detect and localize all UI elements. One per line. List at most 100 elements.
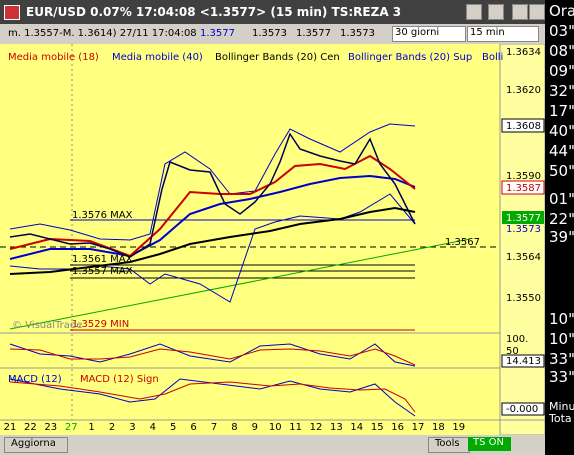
side-item: 50": [549, 162, 574, 180]
price-tick: 1.3634: [506, 47, 541, 58]
period-select[interactable]: 30 giorni: [392, 26, 466, 42]
price-axis-panel: [499, 44, 545, 435]
macd-label: MACD (12): [8, 374, 62, 385]
stoch-tick: 50: [506, 346, 519, 357]
price-tick: 1.3573: [506, 224, 541, 235]
x-tick-label: 4: [150, 422, 156, 433]
moving-average-40: [9, 174, 416, 260]
x-tick-label: 6: [190, 422, 196, 433]
current-price-box: [502, 211, 544, 224]
side-item: Tota: [549, 412, 572, 425]
bottom-bar: Aggiorna Tools TS ON: [0, 435, 545, 455]
annotation-max: 1.3561 MAX: [72, 254, 133, 265]
x-tick-label: 1: [88, 422, 94, 433]
x-tick-label: 15: [371, 422, 384, 433]
window-title: EUR/USD 0.07% 17:04:08 <1.3577> (15 min)…: [26, 5, 402, 19]
range-text: m. 1.3557-M. 1.3614) 27/11 17:04:08: [8, 28, 197, 39]
x-tick-label: 8: [231, 422, 237, 433]
interval-select[interactable]: 15 min: [467, 26, 539, 42]
price-tick: 1.3564: [506, 252, 541, 263]
info-bar: m. 1.3557-M. 1.3614) 27/11 17:04:08 1.35…: [0, 24, 545, 44]
stochastic-k: [9, 343, 416, 367]
chart-area: Media mobile (18) Media mobile (40) Boll…: [0, 44, 545, 435]
x-tick-label: 27: [65, 422, 78, 433]
side-item: 33": [549, 350, 574, 368]
x-tick-label: 13: [330, 422, 343, 433]
x-tick-label: 21: [4, 422, 17, 433]
bollinger-center: [9, 206, 416, 275]
x-tick-label: 19: [452, 422, 465, 433]
legend-ma18: Media mobile (18): [8, 52, 99, 63]
current-price: 1.3577: [506, 213, 541, 224]
x-tick-label: 22: [24, 422, 37, 433]
side-item: 08": [549, 42, 574, 60]
low-price: 1.3573: [340, 28, 375, 39]
trend-line: [9, 238, 471, 330]
stoch-tick: 100.: [506, 334, 528, 345]
side-item: 40": [549, 122, 574, 140]
side-item: 03": [549, 22, 574, 40]
side-item: 09": [549, 62, 574, 80]
price-box: [501, 180, 545, 195]
x-tick-label: 16: [391, 422, 404, 433]
x-tick-label: 5: [170, 422, 176, 433]
watermark: © VisualTrade: [12, 320, 82, 331]
legend-bb-sup: Bollinger Bands (20) Sup: [348, 52, 472, 63]
open-price: 1.3573: [252, 28, 287, 39]
app-icon: [4, 5, 20, 20]
annotation-min: 1.3529 MIN: [72, 319, 129, 330]
price-bars: [9, 132, 416, 258]
legend-ma40: Media mobile (40): [112, 52, 203, 63]
maximize-button[interactable]: [488, 4, 504, 20]
x-tick-label: 11: [289, 422, 302, 433]
legend-bb-center: Bollinger Bands (20) Cen: [215, 52, 340, 63]
refresh-button[interactable]: Aggiorna: [4, 437, 68, 453]
side-item: 17": [549, 102, 574, 120]
macd-line: [9, 378, 416, 417]
side-item: 39": [549, 228, 574, 246]
x-tick-label: 7: [211, 422, 217, 433]
price-tick: 1.3620: [506, 85, 541, 96]
side-item: 32": [549, 82, 574, 100]
x-axis: 21 22 23 27 1 2 3 4 5 6 7 8 9 10 11 12 13 14 15 16 17 18 19: [4, 422, 466, 433]
side-item: Minu: [549, 400, 574, 413]
stoch-value: 14.413: [506, 356, 541, 367]
ts-button[interactable]: TS ON: [468, 437, 511, 451]
x-tick-label: 2: [109, 422, 115, 433]
tools-button[interactable]: Tools: [428, 437, 470, 453]
macd-signal: [9, 381, 416, 413]
price-tick: 1.3608: [506, 121, 541, 132]
price-tick: 1.3550: [506, 293, 541, 304]
macd-signal-label: MACD (12) Sign: [80, 374, 159, 385]
side-item: 22": [549, 210, 574, 228]
macd-value: -0.000: [506, 404, 538, 415]
stoch-box: [501, 354, 545, 368]
side-item: 33": [549, 368, 574, 386]
annotation-level: 1.3567: [445, 237, 480, 248]
side-panel: Ora 03" 08" 09" 32" 17" 40" 44" 50" 01" 22" 39" 10" 1…: [545, 0, 574, 455]
minimize-button[interactable]: [466, 4, 482, 20]
side-item: Ora: [549, 2, 574, 20]
bollinger-upper: [9, 123, 416, 241]
close-button[interactable]: [529, 4, 545, 20]
price-box: [501, 118, 545, 133]
chart-background: [0, 44, 545, 435]
legend-bb-cut: Bolli: [482, 52, 503, 63]
restore-button[interactable]: [512, 4, 528, 20]
x-tick-label: 10: [269, 422, 282, 433]
x-tick-label: 14: [350, 422, 363, 433]
last-price: 1.3577: [200, 28, 235, 39]
x-tick-label: 3: [129, 422, 135, 433]
side-item: 10": [549, 330, 574, 348]
price-tick: 1.3587: [506, 183, 541, 194]
stochastic-d: [9, 348, 416, 366]
side-item: 44": [549, 142, 574, 160]
x-tick-label: 17: [412, 422, 425, 433]
annotation-max: 1.3576 MAX: [72, 210, 133, 221]
moving-average-18: [9, 154, 416, 258]
high-price: 1.3577: [296, 28, 331, 39]
price-tick: 1.3590: [506, 171, 541, 182]
title-bar: [0, 0, 545, 24]
annotation-max: 1.3557 MAX: [72, 266, 133, 277]
